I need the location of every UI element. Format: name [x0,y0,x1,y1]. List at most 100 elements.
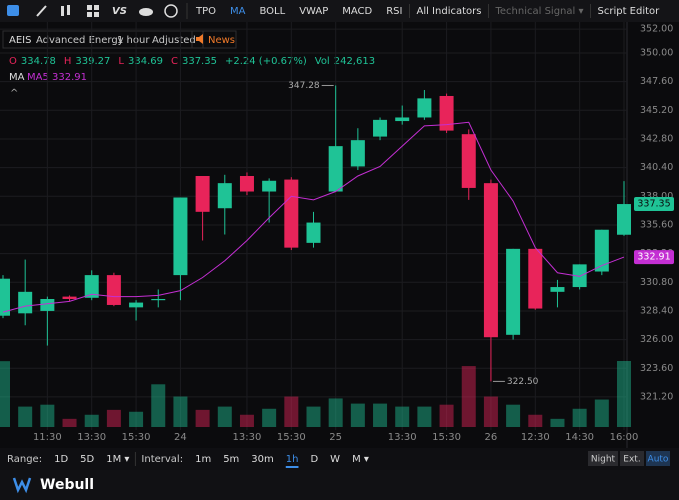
volume-bar [151,384,166,427]
y-tick-label: 350.00 [640,47,673,58]
brand: Webull [40,477,94,493]
x-tick-label: 13:30 [77,432,106,443]
volume-bar [328,398,343,427]
candle-body [306,222,321,243]
grid-icon[interactable] [94,5,99,10]
cloud-icon[interactable] [139,8,153,16]
range-controls: Range: 1D 5D 1M ▾ Interval: 1m 5m 30m 1h D W M ▾ Nig… [7,451,670,468]
range-item[interactable]: 1D [54,454,68,465]
y-tick-label: 347.60 [640,76,673,87]
ma5-line [2,121,625,313]
candle-body [40,298,55,311]
indicator[interactable]: MACD [342,6,372,17]
grid-icon[interactable] [87,12,92,17]
ohlc-value: 242,613 [334,56,375,67]
grid-icon[interactable] [87,5,92,10]
candle-body [550,287,565,292]
symbol-bar: AEIS Advanced Energy 1 hour Adjusted New… [2,30,237,49]
session-button[interactable] [588,451,618,466]
ma-item: MA5 332.91 [27,72,87,83]
price-tag [634,250,674,265]
replay-icon[interactable] [164,4,178,18]
candle-body [439,95,454,131]
candle-body [62,296,77,299]
candle-body [151,298,166,301]
volume-bar [572,408,587,427]
compare-icon[interactable]: VS [112,6,127,17]
price-tag-label: 332.91 [637,252,670,263]
candle-icon[interactable] [61,6,64,16]
volume-bar [550,418,565,427]
brand-logo [12,477,32,494]
ticker: AEIS [9,35,31,46]
y-tick-label: 335.60 [640,219,673,230]
range-item[interactable]: 5D [80,454,94,465]
ohlc-value: 337.35 [182,56,217,67]
x-tick-label: 11:30 [33,432,62,443]
candle-body [572,264,587,288]
interval[interactable]: 1 hour [117,35,150,46]
x-tick-label: 15:30 [432,432,461,443]
volume-bar [594,399,609,427]
grid-icon[interactable] [94,12,99,17]
volume-bar [40,404,55,427]
volume-bar [18,406,33,427]
y-tick-label: 342.80 [640,133,673,144]
candle-icon[interactable] [67,5,70,15]
x-tick-label: 13:30 [388,432,417,443]
chart-icon[interactable] [7,5,19,16]
range-item[interactable]: 5m [223,454,239,465]
x-tick-label: 26 [485,432,498,443]
price-tag [634,197,674,212]
indicator[interactable]: RSI [386,6,402,17]
range-item[interactable]: 1M ▾ [106,454,129,465]
footer [0,470,679,500]
annotation: 322.50 [507,377,539,387]
candle-body [328,146,343,192]
volume-bar [617,361,631,427]
range-item: Interval: [141,454,183,465]
volume-bar [195,409,210,427]
volume-bar [439,404,454,427]
session-label[interactable]: Ext. [623,455,640,465]
range-item[interactable]: M ▾ [352,454,369,465]
volume-bar [84,414,99,427]
y-tick-label: 328.40 [640,305,673,316]
session-button[interactable] [620,451,644,466]
volume-bar [395,406,410,427]
session-label[interactable]: Auto [648,455,669,465]
candle-body [617,204,631,235]
indicator[interactable]: TPO [195,6,216,17]
draw-icon[interactable] [36,5,47,17]
candle-body [239,175,254,192]
adjust[interactable]: Adjusted [152,35,196,46]
indicator[interactable]: BOLL [259,6,285,17]
indicator[interactable]: MA [230,6,246,17]
volume-bar [239,414,254,427]
volume-bar [417,406,432,427]
candle-body [173,197,188,276]
session-label[interactable]: Night [591,455,616,465]
news[interactable]: News [208,35,235,46]
indicator[interactable]: VWAP [299,6,328,17]
range-item[interactable]: 1m [195,454,211,465]
collapse-toggle[interactable]: ^ [10,88,18,99]
range-item[interactable]: D [310,454,318,465]
indicator[interactable]: Script Editor [597,6,660,17]
candle-body [129,302,144,308]
range-item: Range: [7,454,42,465]
range-item[interactable]: W [330,454,340,465]
ohlc-legend: O 334.78 H 339.27 L 334.69 C 337.35 +2.24 (+0.67… [9,56,375,67]
candle-body [373,119,388,137]
y-tick-label: 345.20 [640,105,673,116]
volume-bar [106,409,121,427]
indicator[interactable]: All Indicators [416,6,481,17]
indicator[interactable]: Technical Signal ▾ [494,6,583,17]
session-button[interactable] [646,451,670,466]
range-item[interactable]: 30m [251,454,273,465]
range-item[interactable]: 1h [286,454,299,465]
candle-body [417,98,432,118]
news-icon [196,34,203,44]
volume-bar [0,361,10,427]
